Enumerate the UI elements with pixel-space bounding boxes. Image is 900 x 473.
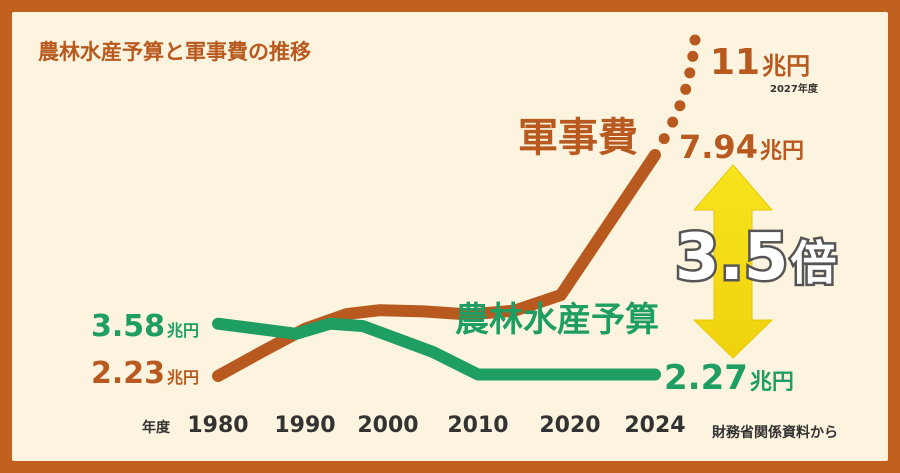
projection-dot	[684, 67, 696, 79]
double-arrow-icon	[692, 164, 774, 359]
end-label-military: 7.94兆円	[679, 128, 804, 166]
ratio-label: 3.5倍	[673, 219, 839, 298]
unit-label: 兆円	[167, 321, 199, 340]
unit-label: 兆円	[167, 368, 199, 387]
start-label-military: 2.23 兆円	[91, 356, 199, 391]
x-axis-unit-label: 年度	[142, 419, 171, 436]
projection-dots	[658, 34, 701, 145]
svg-text:3.5倍: 3.5倍	[675, 221, 836, 295]
svg-text:7.94兆円: 7.94兆円	[679, 128, 804, 166]
end-label-agriculture: 2.27兆円	[664, 358, 794, 398]
x-tick-label: 2020	[539, 413, 600, 438]
series-line-military	[212, 149, 661, 382]
unit-label: 兆円	[762, 52, 810, 80]
series-name-agriculture: 農林水産予算	[455, 300, 659, 340]
x-tick-label: 2000	[357, 413, 418, 438]
ratio-value: 3.5	[675, 221, 788, 295]
svg-text:11兆円: 11兆円	[710, 42, 810, 83]
source-note: 財務省関係資料から	[711, 424, 838, 441]
projection-dot	[658, 133, 670, 145]
projection-dot	[687, 50, 699, 62]
start-value-military: 2.23	[91, 356, 165, 391]
end-value-agriculture: 2.27	[664, 358, 748, 398]
projection-year: 2027年度	[770, 82, 819, 95]
x-tick-label: 1990	[274, 413, 335, 438]
projection-label: 11兆円 2027年度	[710, 42, 819, 95]
svg-text:2.27兆円: 2.27兆円	[664, 358, 794, 398]
projection-dot	[680, 83, 692, 95]
projection-dot	[674, 100, 686, 112]
ratio-suffix: 倍	[790, 236, 836, 290]
chart-title: 農林水産予算と軍事費の推移	[38, 40, 311, 64]
series-name-military: 軍事費	[518, 115, 638, 161]
x-axis-ticks: 1980 1990 2000 2010 2020 2024	[187, 413, 685, 438]
projection-dot	[667, 116, 679, 128]
x-tick-label: 2024	[624, 413, 685, 438]
x-tick-label: 2010	[447, 413, 508, 438]
start-value-agriculture: 3.58	[91, 309, 165, 344]
unit-label: 兆円	[760, 139, 804, 164]
projection-value: 11	[710, 42, 760, 83]
unit-label: 兆円	[750, 370, 794, 395]
start-label-agriculture: 3.58 兆円	[91, 309, 199, 344]
projection-dot	[689, 34, 701, 46]
end-value-military: 7.94	[679, 128, 758, 166]
series-line-agriculture	[212, 317, 661, 381]
x-tick-label: 1980	[187, 413, 248, 438]
